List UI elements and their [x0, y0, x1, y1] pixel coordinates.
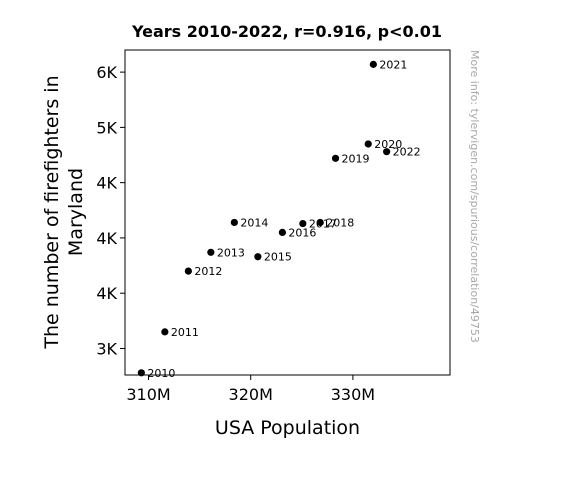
- data-point: [369, 60, 377, 68]
- y-axis-label-line-1: The number of firefighters in: [41, 75, 63, 349]
- data-points: 2010201120122013201420152016201720182019…: [137, 58, 421, 380]
- data-point: [254, 253, 262, 261]
- plot-area: [124, 49, 451, 376]
- data-point: [207, 248, 215, 256]
- y-tick-label: 4K: [96, 284, 117, 303]
- data-point: [331, 154, 340, 162]
- y-tick-label: 5K: [96, 118, 117, 137]
- y-axis-label: The number of firefighters in Maryland: [41, 75, 87, 349]
- y-axis: 3K 4K 4K 4K 5K 6K: [96, 63, 125, 358]
- y-axis-label-line-2: Maryland: [65, 168, 87, 256]
- data-point-label: 2022: [393, 146, 421, 159]
- data-point-label: 2012: [194, 265, 222, 278]
- data-point: [184, 267, 192, 275]
- x-tick-label: 320M: [229, 385, 273, 404]
- chart-title: Years 2010-2022, r=0.916, p<0.01: [131, 22, 442, 41]
- data-point-label: 2010: [147, 367, 175, 380]
- data-point-label: 2013: [217, 246, 245, 259]
- data-point: [161, 328, 169, 336]
- y-tick-label: 6K: [96, 63, 117, 82]
- data-point-label: 2021: [379, 58, 407, 71]
- data-point: [137, 369, 145, 377]
- data-point: [299, 219, 307, 228]
- y-tick-label: 3K: [96, 339, 117, 358]
- watermark: More info: tylervigen.com/spurious/corre…: [468, 50, 481, 343]
- data-point-label: 2018: [326, 216, 354, 229]
- data-point: [364, 140, 372, 148]
- x-axis-label: USA Population: [215, 417, 360, 439]
- data-point-label: 2020: [374, 138, 402, 151]
- data-point-label: 2015: [264, 251, 292, 264]
- data-point: [278, 228, 286, 236]
- data-point: [316, 218, 324, 227]
- x-tick-label: 330M: [331, 385, 375, 404]
- data-point-label: 2011: [171, 326, 199, 339]
- y-tick-label: 4K: [96, 229, 117, 248]
- data-point: [230, 218, 238, 227]
- y-tick-label: 4K: [96, 174, 117, 193]
- data-point-label: 2016: [288, 226, 316, 239]
- data-point: [383, 148, 391, 156]
- x-tick-label: 310M: [126, 385, 170, 404]
- data-point-label: 2019: [342, 152, 370, 165]
- data-point-label: 2014: [240, 216, 268, 229]
- x-axis: 310M 320M 330M: [126, 375, 375, 404]
